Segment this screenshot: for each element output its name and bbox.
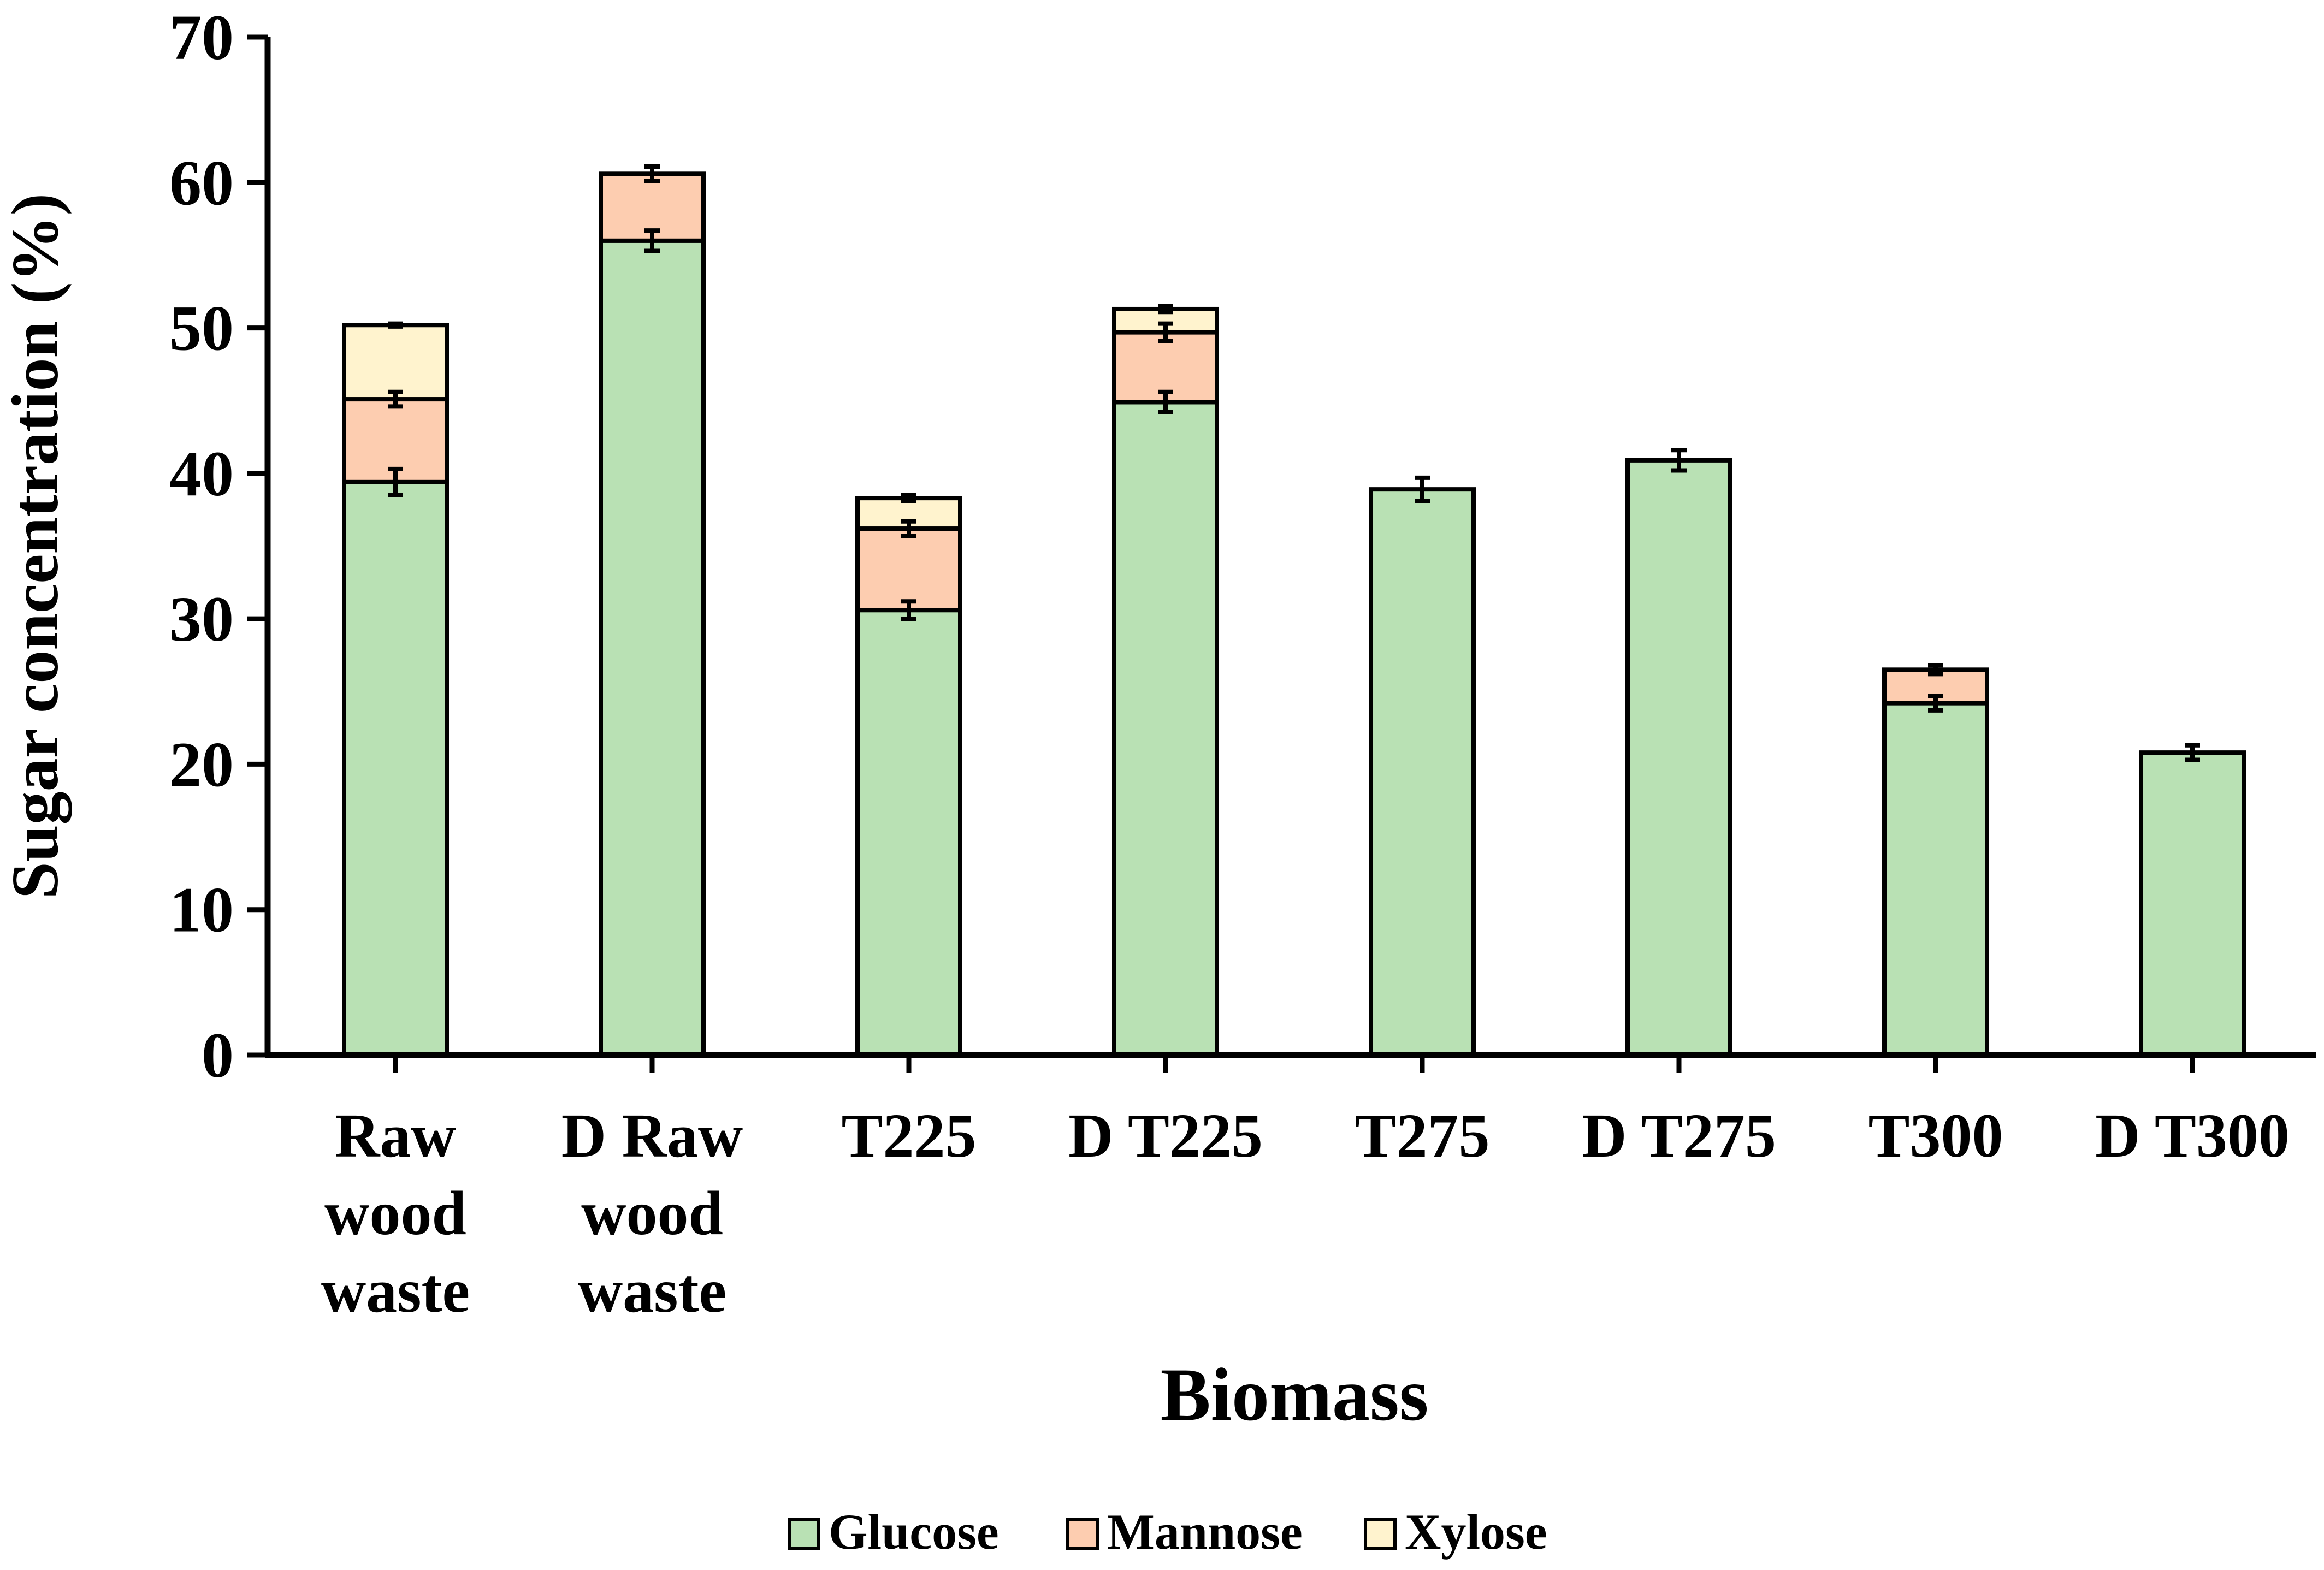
- y-tick-label: 30: [169, 583, 234, 655]
- error-bar: [901, 493, 916, 503]
- axes-layer: [264, 37, 2316, 1058]
- x-tick-label: T225: [841, 1101, 976, 1170]
- error-bar: [1158, 321, 1173, 343]
- error-bar: [1928, 663, 1943, 677]
- legend-item-xylose: Xylose: [1364, 1504, 1547, 1560]
- error-bar: [388, 389, 403, 409]
- bar-mannose: [855, 526, 962, 613]
- x-tick-label: D T275: [1582, 1101, 1776, 1170]
- error-bar: [1928, 694, 1943, 713]
- legend-swatch: [1364, 1518, 1397, 1550]
- bar-glucose: [599, 238, 706, 1057]
- y-tick-label: 10: [169, 874, 234, 946]
- x-tick-label: D Raw wood waste: [561, 1101, 743, 1325]
- error-bar: [388, 321, 403, 329]
- legend-item-mannose: Mannose: [1066, 1504, 1303, 1560]
- y-tick-label: 50: [169, 293, 234, 364]
- legend-label: Mannose: [1107, 1504, 1303, 1560]
- legend-item-glucose: Glucose: [788, 1504, 999, 1560]
- legend: Glucose Mannose Xylose: [788, 1504, 1547, 1560]
- legend-swatch: [788, 1518, 820, 1550]
- bar-glucose: [1112, 400, 1219, 1057]
- error-bar: [644, 228, 660, 253]
- bar-glucose: [855, 608, 962, 1058]
- error-bar: [2185, 743, 2200, 762]
- legend-label: Xylose: [1405, 1504, 1547, 1560]
- y-tick-label: 70: [169, 2, 234, 73]
- error-bar: [388, 466, 403, 497]
- x-tick-label: T275: [1355, 1101, 1489, 1170]
- y-axis-title: Sugar concentration (%): [0, 193, 72, 899]
- bar-glucose: [1882, 701, 1989, 1058]
- bars-layer: [342, 171, 2246, 1058]
- x-tick-label: D T225: [1068, 1101, 1263, 1170]
- x-tick-labels-layer: Raw wood waste D Raw wood waste T225 D T225 T275…: [321, 1055, 2290, 1325]
- error-bar: [1158, 304, 1173, 315]
- x-tick-label: D T300: [2095, 1101, 2290, 1170]
- bar-glucose: [342, 479, 449, 1058]
- x-tick-label: T300: [1868, 1101, 2003, 1170]
- bar-glucose: [1625, 458, 1732, 1057]
- y-tick-label: 60: [169, 147, 234, 218]
- bar-xylose: [342, 323, 449, 402]
- error-bar: [901, 599, 916, 621]
- error-bar: [1415, 475, 1430, 503]
- y-tick-label: 40: [169, 438, 234, 509]
- y-tick-label: 0: [202, 1020, 234, 1091]
- y-tick-label: 20: [169, 728, 234, 800]
- error-bar: [901, 519, 916, 538]
- bar-glucose: [2139, 750, 2246, 1057]
- error-bars-layer: [388, 164, 2200, 762]
- error-bar: [1671, 448, 1687, 473]
- error-bar: [644, 164, 660, 183]
- y-ticks-layer: 0 10 20 30 40 50 60 70: [169, 2, 268, 1091]
- bar-glucose: [1369, 487, 1476, 1057]
- x-axis-title: Biomass: [1161, 1353, 1429, 1436]
- x-tick-label: Raw wood waste: [321, 1101, 470, 1325]
- legend-swatch: [1066, 1518, 1099, 1550]
- legend-label: Glucose: [829, 1504, 999, 1560]
- error-bar: [1158, 389, 1173, 415]
